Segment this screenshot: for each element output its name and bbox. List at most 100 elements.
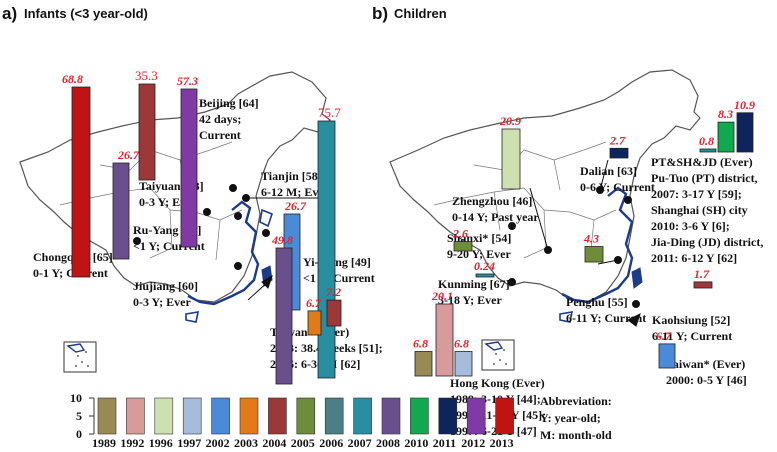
- bar-value-label: 57.3: [177, 74, 198, 88]
- site-label-line: 0-6 Y; Current: [580, 180, 655, 194]
- map-china-children: [389, 69, 701, 371]
- site-label-line: Kaohsiung [52]: [652, 313, 730, 327]
- site-markers-a: [133, 184, 326, 301]
- bar-value-label: 6.7: [656, 329, 672, 343]
- legend-abbrev-title: Abbreviation:: [540, 394, 612, 408]
- site-label-line: Current: [199, 128, 241, 142]
- legend-swatch-2010: [410, 397, 429, 435]
- bar-value-label: 20.9: [499, 114, 521, 128]
- bar-value-label: 49.8: [271, 233, 293, 247]
- legend-year-label: 2002: [206, 436, 230, 450]
- site-labels-b: Dalian [63] 0-6 Y; Current Zhengzhou [46]…: [438, 155, 763, 438]
- bar-a-7: [307, 310, 322, 336]
- site-dot-chongqing: [133, 237, 141, 245]
- bar-value-label: 6.7: [306, 296, 322, 310]
- site-label-line: 2007: 3-17 Y [59];: [651, 187, 742, 201]
- site-label-line: Yi-Meng [49]: [303, 255, 371, 269]
- legend-year-label: 2008: [376, 436, 400, 450]
- site-label-b-0: Dalian [63] 0-6 Y; Current: [580, 164, 655, 194]
- site-label-line: Kunming [67]: [438, 277, 510, 291]
- legend-swatch-2003: [239, 397, 259, 435]
- legend-swatch-1989: [97, 397, 117, 435]
- bar-value-label: 10.9: [734, 98, 755, 112]
- legend-tick-5: 5: [76, 409, 82, 423]
- site-label-line: Pu-Tuo (PT) district,: [651, 171, 758, 185]
- legend-abbrev-y: Y: year-old;: [540, 411, 601, 425]
- bar-value-label: 35.3: [135, 68, 158, 83]
- bar-value-label: 6.8: [454, 337, 469, 351]
- bar-b-9: [658, 343, 676, 369]
- bar-value-label: 20.1: [431, 289, 453, 303]
- site-label-a-1: Tianjin [58] 6-12 M; Ever: [261, 169, 330, 199]
- site-label-line: PT&SH&JD (Ever): [651, 155, 753, 169]
- panel-a-title: Infants (<3 year-old): [24, 6, 148, 21]
- site-label-b-6: Kaohsiung [52] 6-11 Y; Current: [652, 313, 732, 343]
- site-label-line: 2006: 6-36 M [62]: [270, 357, 360, 371]
- site-dot-kunming: [508, 278, 516, 286]
- legend-swatch-2006: [324, 397, 344, 435]
- bar-value-label: 75.7: [318, 105, 341, 120]
- legend-abbrev-m: M: month-old: [540, 428, 612, 442]
- bar-value-label: 26.7: [117, 148, 140, 162]
- site-dot-kaohsiung: [632, 300, 640, 308]
- site-label-line: Jia-Ding (JD) district,: [651, 235, 763, 249]
- bar-a-0: [71, 86, 91, 278]
- legend-year-label: 2003: [234, 436, 258, 450]
- site-label-line: 6-12 M; Ever: [261, 185, 330, 199]
- site-label-line: 2011: 6-12 Y [62]: [651, 251, 737, 265]
- bar-a-4: [317, 120, 336, 379]
- bar-b-8: [693, 281, 713, 289]
- bar-a-8: [326, 299, 342, 327]
- bar-value-label: 6.8: [413, 337, 428, 351]
- panel-b-title: Children: [394, 6, 447, 21]
- site-label-line: Tianjin [58]: [261, 169, 322, 183]
- legend-swatch-1996: [154, 397, 174, 435]
- legend-swatch-2008: [381, 397, 401, 435]
- site-label-a-5: Jiujiang [60] 0-3 Y; Ever: [133, 279, 198, 309]
- site-label-b-7: Taiwan* (Ever) 2000: 0-5 Y [46]: [666, 357, 747, 387]
- site-dot-ruyang: [234, 212, 242, 220]
- bar-b-6: [717, 121, 735, 153]
- site-label-line: Dalian [63]: [580, 164, 637, 178]
- legend-swatch-2007: [353, 397, 372, 435]
- site-label-line: 0-14 Y; Past year: [452, 210, 539, 224]
- bar-value-label: 4.3: [583, 232, 599, 246]
- bar-value-label: 1.7: [694, 267, 710, 281]
- bar-value-label: 0.24: [474, 259, 495, 273]
- bar-value-label: 2.7: [609, 133, 626, 147]
- bars-layer: 68.8 26.7 35.3 57.3 75.7 26.7 49.8 6.7 7.2 20.9 2.…: [62, 68, 755, 385]
- site-label-line: 0-3 Y; Ever: [133, 295, 191, 309]
- bar-a-3: [180, 88, 198, 248]
- bar-b-0: [501, 128, 521, 190]
- legend-year-label: 2006: [319, 436, 343, 450]
- bar-b-1: [453, 241, 473, 252]
- site-label-line: Zhengzhou [46]: [452, 194, 532, 208]
- bar-a-2: [138, 83, 156, 181]
- site-label-line: 42 days;: [199, 112, 241, 126]
- legend-swatch-1992: [126, 397, 145, 435]
- site-dot-shanxi: [508, 222, 516, 230]
- legend-year-label: 2005: [291, 436, 315, 450]
- legend-swatch-2004: [268, 397, 287, 435]
- legend-swatch-2013: [495, 397, 514, 435]
- legend-swatch-2005: [296, 397, 316, 435]
- site-label-a-6: Yi-Meng [49] <1 Y; Current: [303, 255, 375, 285]
- site-label-line: 6-11 Y; Current: [566, 311, 646, 325]
- legend-year-label: 2010: [404, 436, 428, 450]
- bar-value-label: 0.8: [699, 134, 714, 148]
- bar-b-5: [699, 148, 717, 153]
- taiwan-arrow-b: [627, 313, 641, 327]
- site-markers-b: [508, 159, 641, 327]
- legend-year-label: 1992: [120, 436, 144, 450]
- site-label-line: 0-1 Y; Current: [33, 266, 108, 280]
- site-label-b-3: Kunming [67] 3-18 Y; Ever: [438, 277, 510, 307]
- bar-b-10: [414, 351, 433, 377]
- site-label-line: Beijing [64]: [199, 96, 259, 110]
- site-label-line: 3-18 Y; Ever: [438, 293, 502, 307]
- site-label-a-0: Beijing [64] 42 days; Current: [199, 96, 259, 142]
- legend-tick-0: 0: [76, 427, 82, 441]
- legend-year-label: 1989: [92, 436, 116, 450]
- site-dot-jiujiang: [234, 262, 242, 270]
